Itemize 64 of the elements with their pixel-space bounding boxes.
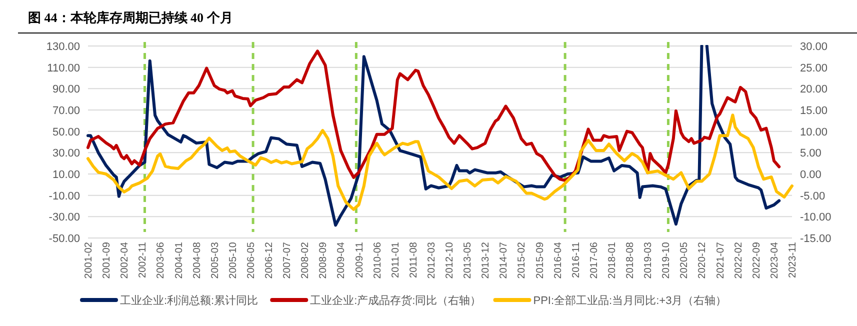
x-tick-label: 2009-11 [354,242,366,278]
y2-tick-label: -5.00 [800,190,826,202]
y2-tick-label: -15.00 [800,233,832,245]
x-tick-label: 2008-09 [318,242,330,279]
y-tick-label: -10.00 [48,190,80,202]
x-tick-label: 2004-01 [174,242,185,279]
x-tick-label: 2007-07 [282,242,294,279]
y-tick-label: -30.00 [48,212,80,224]
legend-label: 工业企业:产成品存货:同比（右轴） [310,294,482,307]
y2-tick-label: 15.00 [800,105,828,117]
legend-label: 工业企业:利润总额:累计同比 [120,294,258,307]
x-tick-label: 2015-02 [516,242,528,279]
x-tick-label: 2011-08 [408,242,420,278]
y2-tick-label: 10.00 [800,126,828,138]
x-tick-label: 2018-01 [606,242,618,279]
y-tick-label: 70.00 [52,105,80,117]
x-tick-label: 2012-03 [426,242,438,279]
x-tick-label: 2006-05 [246,242,257,279]
x-tick-label: 2023-11 [788,242,798,278]
x-tick-label: 2005-10 [228,242,239,279]
x-tick-label: 2005-03 [210,242,221,279]
x-tick-label: 2006-12 [264,242,276,279]
y2-tick-label: 25.00 [800,62,828,74]
x-tick-label: 2016-04 [552,242,564,279]
chart-title: 图 44：本轮库存周期已持续 40 个月 [28,10,233,25]
x-tick-label: 2019-10 [661,242,672,279]
x-tick-label: 2002-11 [138,242,149,278]
x-tick-label: 2011-01 [390,242,402,278]
x-tick-label: 2023-04 [769,242,780,279]
x-tick-label: 2016-11 [570,242,582,278]
y2-tick-label: 0.00 [800,169,822,181]
y-tick-label: 10.00 [52,169,80,181]
legend-label: PPI:全部工业品:当月同比:+3月（右轴） [533,294,727,307]
x-tick-label: 2002-04 [120,242,131,279]
y-tick-label: 90.00 [52,84,80,96]
x-tick-label: 2021-07 [715,242,726,279]
x-tick-label: 2001-09 [102,242,113,279]
x-tick-label: 2020-05 [679,242,690,279]
x-tick-label: 2017-06 [588,242,600,279]
x-tick-label: 2003-06 [156,242,167,279]
x-tick-label: 2001-02 [84,242,94,279]
y2-tick-label: 20.00 [800,84,828,96]
x-tick-label: 2009-04 [336,242,348,279]
x-tick-label: 2020-12 [697,242,708,279]
x-tick-label: 2010-06 [372,242,384,279]
x-tick-label: 2022-02 [733,242,744,279]
y-tick-label: -50.00 [48,233,80,245]
x-tick-label: 2013-12 [480,242,492,279]
x-tick-label: 2015-09 [534,242,546,279]
x-tick-label: 2019-03 [643,242,654,279]
y-tick-label: 110.00 [47,62,80,74]
x-tick-label: 2008-02 [300,242,312,279]
x-tick-label: 2018-08 [625,242,636,279]
y-tick-label: 130.00 [46,41,80,53]
x-tick-label: 2012-10 [444,242,456,279]
y2-tick-label: 30.00 [800,41,828,53]
y-tick-label: 30.00 [52,148,80,160]
y-tick-label: 50.00 [52,126,80,138]
x-tick-label: 2013-05 [462,242,474,279]
x-tick-label: 2004-08 [192,242,203,279]
x-tick-label: 2022-09 [751,242,762,279]
y2-tick-label: -10.00 [800,212,832,224]
x-tick-label: 2014-07 [498,242,510,279]
y2-tick-label: 5.00 [800,148,822,160]
